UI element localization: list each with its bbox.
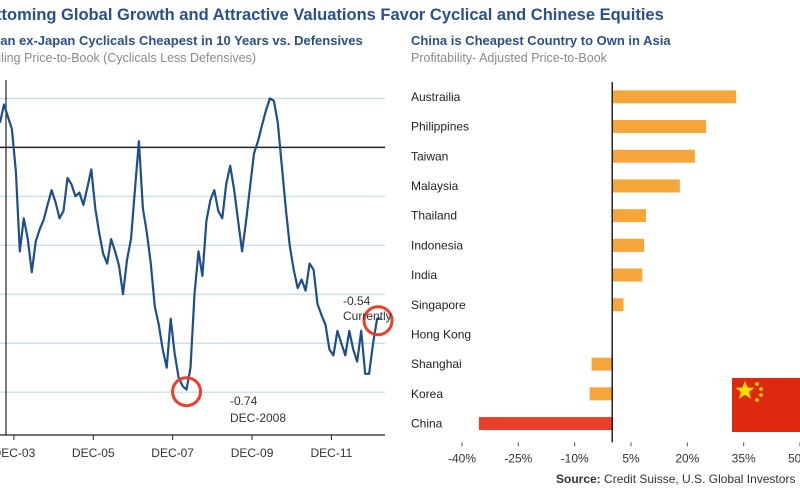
right-chart-subtitle: Profitability- Adjusted Price-to-Book <box>411 51 607 65</box>
series-line <box>0 97 381 391</box>
bar-chart-categories: Austrailia Philippines Taiwan Malaysia Thail… <box>411 90 471 431</box>
x-tick-label: DEC-03 <box>0 446 36 460</box>
page-title-text: Bottoming Global Growth and Attractive V… <box>0 6 664 24</box>
annotation-circle-current <box>362 305 394 337</box>
bar <box>612 268 643 282</box>
category-label: Indonesia <box>411 238 463 252</box>
bar <box>478 417 613 431</box>
page-title: Bottoming Global Growth and Attractive V… <box>0 6 800 25</box>
bar <box>612 90 737 104</box>
category-label: Austrailia <box>411 90 461 104</box>
category-label: Philippines <box>411 120 469 134</box>
annotation-current-date: Currently <box>343 309 392 323</box>
left-chart-subtitle: Trailing Price-to-Book (Cyclicals Less D… <box>0 51 257 65</box>
bar <box>589 387 613 401</box>
bar <box>612 238 645 252</box>
category-label: Shanghai <box>411 357 462 371</box>
category-label: Taiwan <box>411 149 448 163</box>
bar <box>612 120 707 134</box>
x-tick-label: -10% <box>561 451 589 465</box>
x-tick-label: DEC-11 <box>311 446 353 460</box>
bar <box>612 298 624 312</box>
x-tick-label: -25% <box>504 451 532 465</box>
right-chart-title: China is Cheapest Country to Own in Asia <box>411 33 671 48</box>
bar <box>612 149 695 163</box>
source-label: Source: <box>556 472 601 486</box>
annotation-low-date: DEC-2008 <box>230 411 286 425</box>
x-tick-label: 35% <box>732 451 756 465</box>
x-tick-label: DEC-05 <box>72 446 115 460</box>
category-label: Singapore <box>411 298 466 312</box>
left-chart-title: Asian ex-Japan Cyclicals Cheapest in 10 … <box>0 33 363 48</box>
x-tick-label: DEC-07 <box>151 446 194 460</box>
bar <box>612 179 680 193</box>
category-label: Korea <box>411 387 443 401</box>
x-tick-label: DEC-09 <box>231 446 274 460</box>
annotation-low-value: -0.74 <box>230 394 258 408</box>
x-tick-label: -40% <box>448 451 476 465</box>
source-text: Credit Suisse, U.S. Global Investors <box>604 472 796 486</box>
category-label: India <box>411 268 437 282</box>
bar-chart-x-axis: -40% -25% -10% 5% 20% 35% 50% <box>448 442 800 465</box>
category-label: China <box>411 417 443 431</box>
x-tick-label: 20% <box>675 451 699 465</box>
source-note: Source: Credit Suisse, U.S. Global Inves… <box>556 472 795 486</box>
bar <box>612 209 647 223</box>
left-chart-x-axis: DEC-03 DEC-05 DEC-07 DEC-09 DEC-11 <box>0 435 353 460</box>
x-tick-label: 50% <box>788 451 800 465</box>
category-label: Malaysia <box>411 179 459 193</box>
bar-chart-bars <box>478 90 737 431</box>
bar <box>591 357 613 371</box>
x-tick-label: 5% <box>622 451 640 465</box>
china-flag-icon <box>732 378 800 432</box>
annotation-current-value: -0.54 <box>343 294 371 308</box>
annotation-circle-low <box>171 376 203 408</box>
category-label: Hong Kong <box>411 327 471 341</box>
category-label: Thailand <box>411 209 457 223</box>
